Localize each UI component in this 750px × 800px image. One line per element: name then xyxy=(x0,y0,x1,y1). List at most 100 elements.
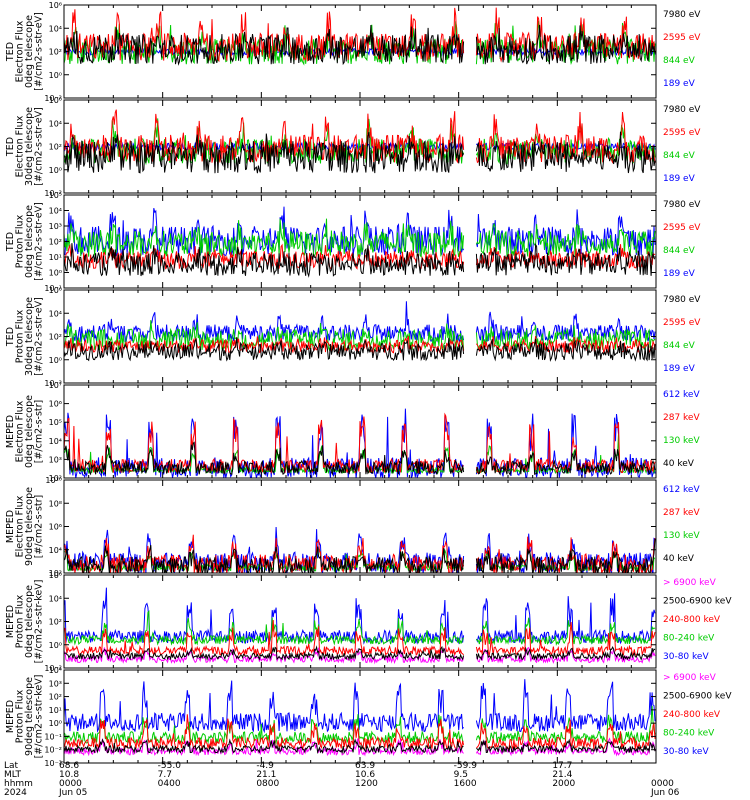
legend-entry: 7980 eV xyxy=(663,10,701,20)
y-tick-label: 10⁴ xyxy=(49,309,62,318)
legend-entry: 30-80 keV xyxy=(663,747,709,757)
y-tick-label: 10¹⁰ xyxy=(45,476,62,485)
y-tick-label: 10⁰ xyxy=(49,356,62,365)
legend-entry: 7980 eV xyxy=(663,295,701,305)
legend-entry: 240-800 keV xyxy=(663,710,721,720)
panel-1: 10⁻² 10⁰ 10² 10⁴ 10⁶ TEDElectron Flux0deg tel… xyxy=(5,1,701,103)
y-tick-label: 10³ xyxy=(49,222,62,231)
y-tick-label: 10⁻² xyxy=(44,664,62,673)
panel-5: 10² 10³ 10⁴ 10⁵ 10⁶ 10⁷ MEPEDElectron Flux0deg… xyxy=(5,381,700,483)
legend-entry: 189 eV xyxy=(663,79,696,89)
legend-entry: 612 keV xyxy=(663,390,700,400)
footer-row-label: Lat xyxy=(4,761,19,771)
y-tick-label: 10² xyxy=(49,693,62,702)
y-tick-label: 10⁶ xyxy=(49,400,62,409)
panel-traces xyxy=(64,301,656,362)
panel-traces xyxy=(64,109,656,174)
legend-entry: 7980 eV xyxy=(663,105,701,115)
y-tick-label: 10⁻³ xyxy=(44,759,62,768)
legend-entry: 844 eV xyxy=(663,341,696,351)
series-line-2500-6900-kev xyxy=(64,645,656,662)
legend-entry: 189 eV xyxy=(663,174,696,184)
y-tick-label: 10⁰ xyxy=(49,719,62,728)
legend-entry: > 6900 keV xyxy=(663,673,717,683)
panels-group: 10⁻² 10⁰ 10² 10⁴ 10⁶ TEDElectron Flux0deg tel… xyxy=(5,1,732,768)
legend-entry: 844 eV xyxy=(663,56,696,66)
y-tick-label: 10⁻² xyxy=(44,189,62,198)
panel-7: 10⁻² 10⁰ 10² 10⁴ 10⁶ MEPEDProton Flux0deg tel… xyxy=(5,571,732,673)
panel-traces xyxy=(64,7,656,66)
panel-traces xyxy=(64,206,656,278)
panel-4: 10⁻² 10⁰ 10² 10⁴ 10⁶ TEDProton Flux30deg tele… xyxy=(5,286,701,388)
series-line-7980-ev xyxy=(64,337,656,362)
series-line-240-800-kev xyxy=(64,619,656,657)
footer-value: 17.7 xyxy=(552,761,572,771)
footer-value: 21.1 xyxy=(256,770,276,780)
legend-entry: 844 eV xyxy=(663,151,696,161)
legend-entry: 80-240 keV xyxy=(663,729,715,739)
y-tick-label: 10⁴ xyxy=(49,207,62,216)
series-line-2500-6900-kev xyxy=(64,738,656,755)
legend-entry: 7980 eV xyxy=(663,200,701,210)
y-tick-label: 10¹ xyxy=(49,253,62,262)
y-axis-label: MEPEDProton Flux90deg telescope[#/cm2-s-… xyxy=(5,675,45,759)
footer-value: 0000 xyxy=(651,779,674,789)
panel-8: 10⁻³ 10⁻² 10⁻¹ 10⁰ 10¹ 10² 10³ 10⁴ MEPEDProton F… xyxy=(5,666,732,768)
legend-entry: 130 keV xyxy=(663,436,700,446)
y-tick-label: 10⁻² xyxy=(44,379,62,388)
footer-value: -4.9 xyxy=(256,761,274,771)
y-tick-label: 10⁷ xyxy=(49,381,62,390)
y-axis-label: MEPEDElectron Flux0deg telescope[#/cm2-s… xyxy=(5,395,45,468)
series-line-189-ev xyxy=(64,301,656,344)
footer-value: 0800 xyxy=(256,779,279,789)
legend-entry: 287 keV xyxy=(663,413,700,423)
y-axis-label: TEDElectron Flux30deg telescope[#/cm2-s-… xyxy=(5,107,45,186)
footer-value: 10.6 xyxy=(355,770,375,780)
y-tick-label: 10⁶ xyxy=(49,1,62,10)
y-tick-label: 10⁰ xyxy=(49,166,62,175)
series-line-40-kev xyxy=(64,538,656,573)
footer-value: Jun 06 xyxy=(650,788,680,798)
y-tick-label: 10¹ xyxy=(49,706,62,715)
y-tick-label: 10⁻² xyxy=(44,94,62,103)
y-axis-label: MEPEDElectron Flux90deg telescope[#/cm2-… xyxy=(5,487,45,566)
legend-entry: > 6900 keV xyxy=(663,578,717,588)
y-tick-label: 10² xyxy=(49,143,62,152)
footer-value: 63.9 xyxy=(355,761,375,771)
panel-traces xyxy=(64,408,656,478)
legend-entry: 40 keV xyxy=(663,554,695,564)
footer-value: 9.5 xyxy=(454,770,468,780)
footer-value: 1600 xyxy=(454,779,477,789)
y-tick-label: 10⁴ xyxy=(49,594,62,603)
y-tick-label: 10⁵ xyxy=(49,191,62,200)
series-line-40-kev xyxy=(64,441,656,476)
legend-entry: 287 keV xyxy=(663,508,700,518)
legend-entry: 2500-6900 keV xyxy=(663,692,732,702)
series-line-7980-ev xyxy=(64,131,656,174)
footer-value: 10.8 xyxy=(59,770,79,780)
footer-value: 2000 xyxy=(552,779,575,789)
legend-entry: 240-800 keV xyxy=(663,615,721,625)
footer-row-label: MLT xyxy=(4,770,22,780)
footer-value: 7.7 xyxy=(158,770,172,780)
series-line-30-80-kev xyxy=(64,587,656,645)
y-tick-label: 10⁶ xyxy=(49,571,62,580)
y-tick-label: 10⁴ xyxy=(49,666,62,675)
legend-entry: 30-80 keV xyxy=(663,652,709,662)
footer-value: -59.9 xyxy=(454,761,478,771)
y-tick-label: 10⁰ xyxy=(49,71,62,80)
y-tick-label: 10⁴ xyxy=(49,119,62,128)
y-tick-label: 10⁸ xyxy=(49,499,62,508)
y-tick-label: 10² xyxy=(49,569,62,578)
panel-frame xyxy=(63,289,657,384)
y-tick-label: 10⁴ xyxy=(49,437,62,446)
footer-value: 0400 xyxy=(158,779,181,789)
legend-entry: 40 keV xyxy=(663,459,695,469)
series-line-240-800-kev xyxy=(64,714,656,751)
footer-value: 0000 xyxy=(59,779,82,789)
legend-entry: 2595 eV xyxy=(663,33,701,43)
footer-value: -55.0 xyxy=(158,761,182,771)
y-tick-label: 10⁶ xyxy=(49,96,62,105)
footer-value: 1200 xyxy=(355,779,378,789)
